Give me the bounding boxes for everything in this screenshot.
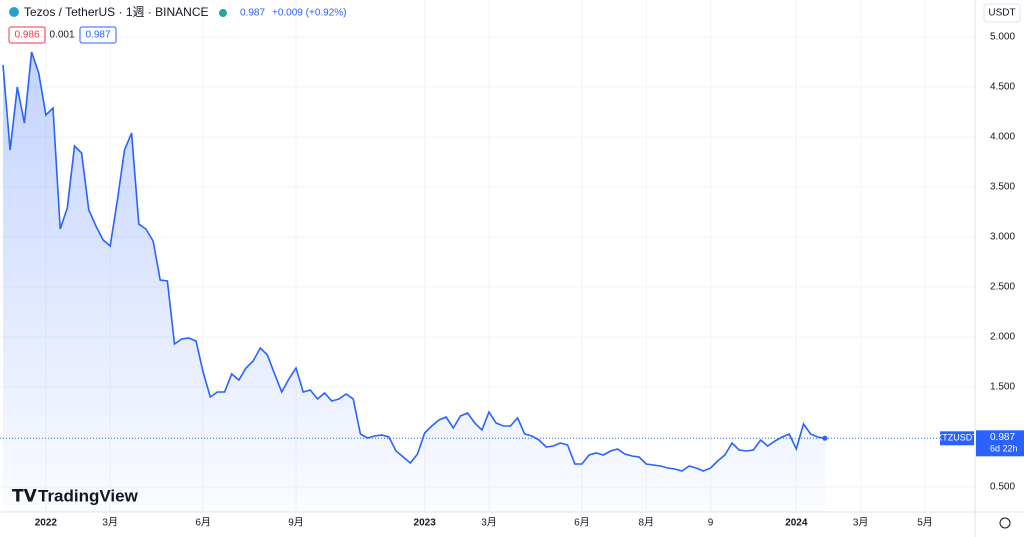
bid: 0.986 bbox=[14, 30, 39, 41]
y-tick-label: 1.500 bbox=[990, 382, 1015, 393]
spread: 0.001 bbox=[49, 30, 74, 41]
symbol-title: Tezos / TetherUS · 1週 · BINANCE bbox=[24, 5, 209, 19]
price-tag bbox=[976, 430, 1024, 457]
brand: TradingView bbox=[38, 486, 139, 505]
y-tick-label: 2.500 bbox=[990, 282, 1015, 293]
brand-logo: 𝗧𝗩 bbox=[12, 486, 38, 505]
x-tick-label: 5月 bbox=[917, 517, 933, 529]
status-dot bbox=[219, 9, 227, 17]
settings-icon[interactable] bbox=[999, 517, 1011, 529]
symbol-tag bbox=[940, 431, 974, 446]
ask: 0.987 bbox=[85, 30, 110, 41]
price-tag-label: 0.987 bbox=[990, 432, 1015, 443]
last-point bbox=[822, 435, 828, 441]
x-tick-label: 6月 bbox=[195, 517, 211, 529]
bid-box[interactable] bbox=[8, 26, 46, 44]
x-tick-label: 2023 bbox=[414, 518, 437, 529]
price-line bbox=[2, 51, 826, 472]
ask-box[interactable] bbox=[79, 26, 117, 44]
symbol-icon bbox=[9, 7, 19, 17]
last-price: 0.987 bbox=[240, 8, 265, 19]
x-tick-label: 8月 bbox=[638, 517, 654, 529]
currency-button[interactable] bbox=[983, 3, 1021, 23]
x-tick-label: 3月 bbox=[102, 517, 118, 529]
symbol-tag-label: XTZUSDT bbox=[936, 433, 978, 443]
y-tick-label: 5.000 bbox=[990, 32, 1015, 43]
x-tick-label: 3月 bbox=[853, 517, 869, 529]
y-tick-label: 2.000 bbox=[990, 332, 1015, 343]
x-tick-label: 2024 bbox=[785, 518, 808, 529]
y-tick-label: 0.500 bbox=[990, 482, 1015, 493]
currency: USDT bbox=[988, 8, 1015, 19]
x-tick-label: 2022 bbox=[35, 518, 58, 529]
y-tick-label: 4.000 bbox=[990, 132, 1015, 143]
x-tick-label: 9月 bbox=[288, 517, 304, 529]
y-tick-label: 3.500 bbox=[990, 182, 1015, 193]
price-change: +0.009 (+0.92%) bbox=[272, 8, 347, 19]
x-tick-label: 3月 bbox=[481, 517, 497, 529]
x-tick-label: 9 bbox=[708, 518, 714, 529]
area-fill bbox=[3, 52, 825, 512]
x-tick-label: 6月 bbox=[574, 517, 590, 529]
countdown: 6d 22h bbox=[990, 444, 1018, 454]
y-tick-label: 3.000 bbox=[990, 232, 1015, 243]
y-tick-label: 4.500 bbox=[990, 82, 1015, 93]
